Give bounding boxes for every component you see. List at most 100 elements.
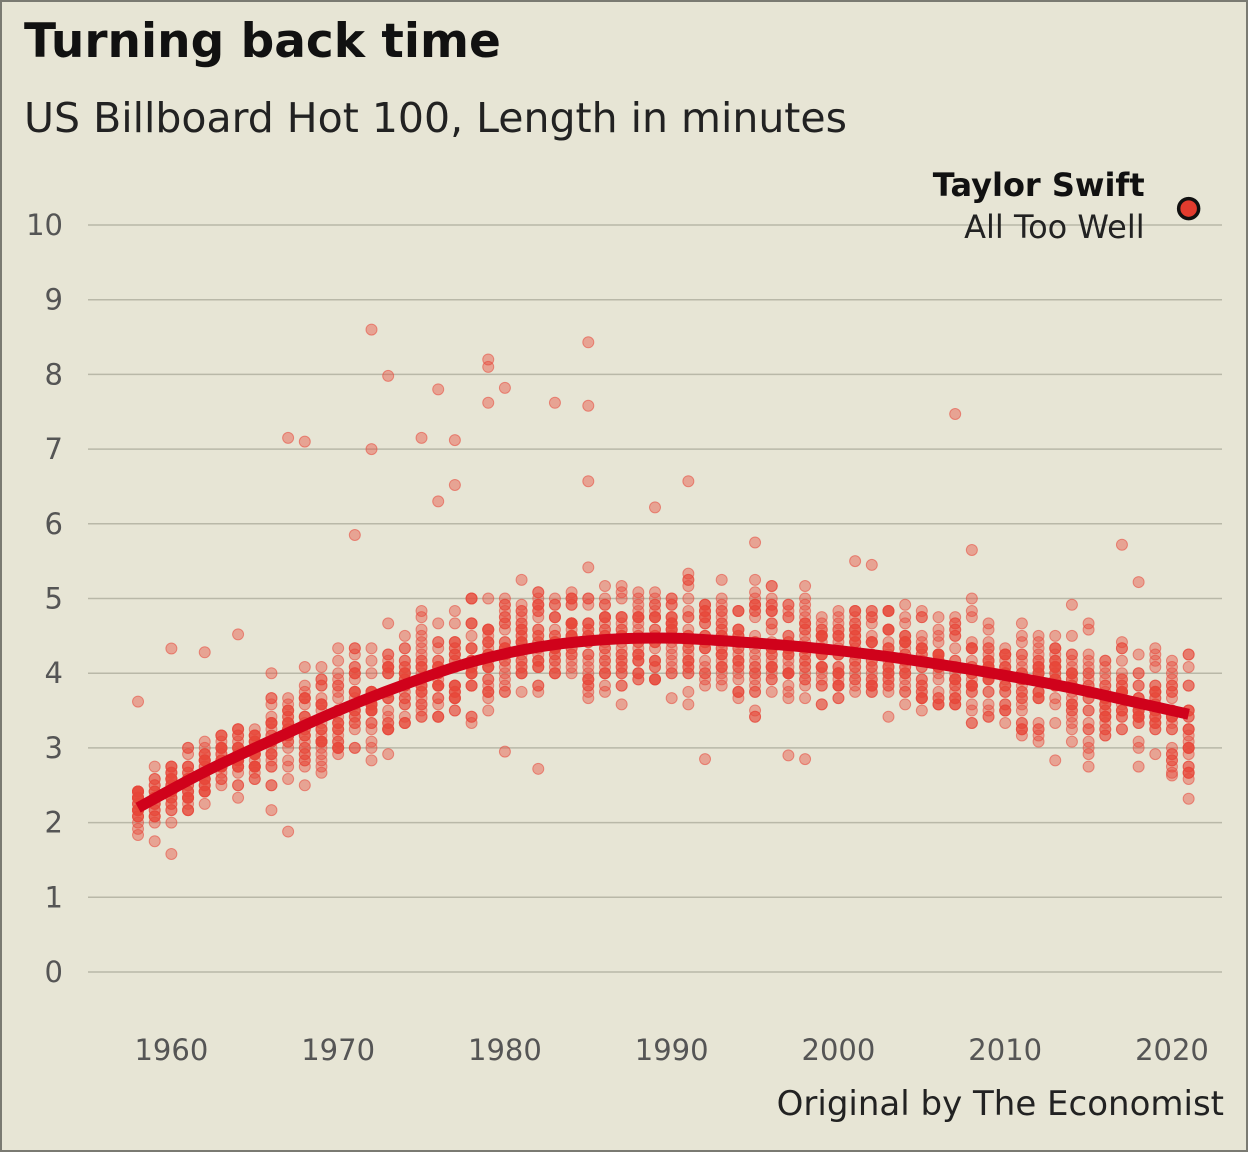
data-point bbox=[832, 604, 845, 617]
data-point bbox=[1182, 773, 1195, 786]
y-tick-label: 10 bbox=[26, 208, 63, 242]
data-point bbox=[532, 586, 545, 599]
data-point bbox=[348, 673, 361, 686]
data-point bbox=[1099, 717, 1112, 729]
data-point bbox=[1065, 698, 1078, 711]
data-point bbox=[632, 586, 645, 599]
data-point-outlier bbox=[699, 753, 712, 766]
data-point bbox=[365, 642, 378, 655]
data-point bbox=[348, 741, 361, 754]
data-point bbox=[1015, 654, 1028, 667]
data-point bbox=[582, 667, 595, 680]
data-point bbox=[1165, 741, 1178, 754]
highlight-point-taylor-swift[interactable] bbox=[1176, 196, 1201, 221]
data-point bbox=[598, 667, 611, 680]
data-point bbox=[932, 685, 945, 698]
data-point bbox=[1099, 729, 1112, 742]
data-point bbox=[148, 779, 161, 792]
data-point bbox=[315, 754, 328, 767]
data-point bbox=[1049, 648, 1062, 661]
data-point bbox=[615, 586, 628, 599]
data-point bbox=[915, 685, 928, 698]
data-point bbox=[515, 660, 528, 673]
data-point bbox=[1165, 654, 1178, 667]
data-point bbox=[332, 654, 345, 667]
data-point bbox=[482, 704, 495, 717]
data-point bbox=[899, 679, 912, 692]
data-point bbox=[799, 673, 812, 686]
data-point bbox=[899, 598, 912, 611]
data-point bbox=[782, 604, 795, 617]
data-point bbox=[782, 679, 795, 692]
data-point bbox=[398, 698, 411, 711]
data-point bbox=[132, 816, 145, 829]
data-point bbox=[265, 698, 278, 711]
data-point bbox=[732, 623, 745, 636]
data-point bbox=[849, 667, 862, 680]
data-point bbox=[1015, 729, 1028, 742]
data-point bbox=[432, 636, 445, 649]
data-point bbox=[382, 723, 395, 736]
data-point bbox=[298, 660, 311, 673]
data-point bbox=[515, 573, 528, 586]
data-point bbox=[448, 642, 461, 655]
data-point bbox=[265, 804, 278, 817]
data-point bbox=[715, 623, 728, 636]
data-point bbox=[1182, 648, 1195, 661]
data-point bbox=[765, 592, 778, 605]
data-point bbox=[665, 598, 678, 611]
data-point bbox=[215, 741, 228, 754]
data-point-outlier bbox=[432, 383, 445, 396]
data-point-outlier bbox=[365, 443, 378, 456]
data-point bbox=[415, 642, 428, 655]
data-point bbox=[999, 648, 1012, 661]
data-point bbox=[1082, 660, 1095, 673]
data-point bbox=[1099, 667, 1112, 680]
data-point bbox=[1132, 760, 1145, 773]
data-point bbox=[198, 748, 211, 761]
data-point bbox=[215, 735, 228, 748]
data-point bbox=[382, 704, 395, 717]
data-point bbox=[1115, 704, 1128, 717]
data-point bbox=[265, 717, 278, 729]
data-point bbox=[348, 723, 361, 736]
data-point bbox=[732, 667, 745, 680]
data-point bbox=[899, 667, 912, 680]
data-point bbox=[448, 679, 461, 692]
data-point bbox=[982, 642, 995, 655]
data-point bbox=[965, 592, 978, 605]
data-point bbox=[515, 685, 528, 698]
data-point bbox=[882, 685, 895, 698]
data-point bbox=[1099, 654, 1112, 667]
data-point bbox=[665, 642, 678, 655]
data-point bbox=[1165, 766, 1178, 779]
data-point bbox=[782, 660, 795, 673]
data-point bbox=[465, 679, 478, 692]
data-point bbox=[1065, 598, 1078, 611]
data-point bbox=[832, 660, 845, 673]
data-point bbox=[465, 592, 478, 605]
data-point bbox=[1015, 692, 1028, 705]
data-point bbox=[882, 636, 895, 649]
data-point bbox=[615, 580, 628, 593]
x-tick-label: 2010 bbox=[968, 1033, 1042, 1067]
data-point bbox=[1032, 629, 1045, 642]
data-point bbox=[1149, 717, 1162, 729]
data-point bbox=[815, 698, 828, 711]
data-point bbox=[749, 679, 762, 692]
data-point bbox=[565, 598, 578, 611]
data-point bbox=[532, 685, 545, 698]
data-point bbox=[765, 660, 778, 673]
data-point bbox=[815, 629, 828, 642]
data-point bbox=[715, 667, 728, 680]
data-point bbox=[799, 598, 812, 611]
data-point bbox=[1082, 748, 1095, 761]
data-point bbox=[615, 667, 628, 680]
data-point bbox=[632, 617, 645, 630]
data-point bbox=[649, 673, 661, 686]
data-point bbox=[982, 623, 995, 636]
y-tick-label: 5 bbox=[45, 582, 63, 616]
data-point bbox=[598, 617, 611, 630]
data-point bbox=[315, 692, 328, 705]
data-point bbox=[598, 580, 611, 593]
